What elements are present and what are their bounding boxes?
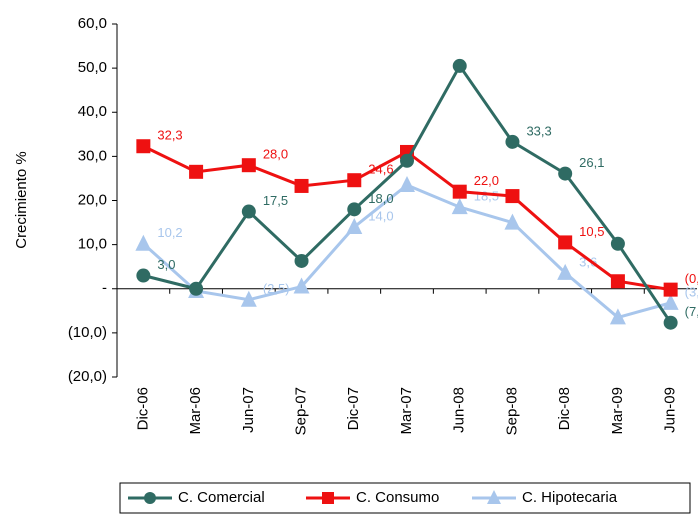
- x-tick-label: Dic-06: [134, 387, 151, 430]
- data-label: 33,3: [526, 123, 551, 138]
- data-point: [609, 308, 626, 325]
- legend-label: C. Consumo: [356, 489, 439, 506]
- data-point: [294, 253, 309, 268]
- data-point: [452, 58, 467, 73]
- x-tick-label: Jun-07: [240, 387, 257, 433]
- y-tick-label: (20,0): [68, 368, 107, 385]
- x-tick-label: Sep-07: [293, 387, 310, 435]
- y-tick-label: 50,0: [78, 59, 107, 76]
- data-point: [557, 263, 574, 280]
- data-point: [347, 202, 362, 217]
- y-tick-label: 60,0: [78, 15, 107, 32]
- data-label: 22,0: [474, 173, 499, 188]
- data-point: [241, 158, 256, 173]
- x-tick-label: Dic-08: [556, 387, 573, 430]
- data-point: [451, 198, 468, 215]
- y-axis-label: Crecimiento %: [13, 151, 30, 249]
- y-tick-label: (10,0): [68, 324, 107, 341]
- legend-box: [119, 482, 691, 514]
- data-point: [610, 236, 625, 251]
- data-point: [558, 235, 573, 250]
- x-tick-label: Mar-07: [398, 387, 415, 435]
- data-label: (0,2): [685, 271, 698, 286]
- data-label: 3,6: [579, 254, 597, 269]
- data-label: 28,0: [263, 147, 288, 162]
- data-point: [558, 166, 573, 181]
- data-point: [610, 274, 625, 289]
- data-point: [505, 189, 520, 204]
- data-point: [135, 234, 152, 251]
- data-point: [294, 178, 309, 193]
- data-label: 14,0: [368, 208, 393, 223]
- data-point: [663, 315, 678, 330]
- data-point: [504, 213, 521, 230]
- data-point: [505, 134, 520, 149]
- data-point: [241, 204, 256, 219]
- data-label: 10,2: [157, 225, 182, 240]
- data-point: [136, 268, 151, 283]
- data-label: (3,2): [685, 284, 698, 299]
- x-tick-label: Jun-08: [451, 387, 468, 433]
- data-point: [662, 293, 679, 310]
- data-point: [399, 176, 415, 193]
- data-label: 10,5: [579, 224, 604, 239]
- data-label: 18,0: [368, 191, 393, 206]
- x-tick-label: Mar-06: [187, 387, 204, 435]
- data-label: (2,5): [263, 281, 290, 296]
- data-label: 26,1: [579, 155, 604, 170]
- legend-swatch-marker: [144, 492, 156, 504]
- y-tick-label: 20,0: [78, 191, 107, 208]
- data-label: 3,0: [157, 257, 175, 272]
- data-label: (7,7): [685, 304, 698, 319]
- x-tick-label: Mar-09: [609, 387, 626, 435]
- data-point: [400, 153, 414, 168]
- y-tick-label: -: [102, 280, 107, 297]
- x-tick-label: Jun-09: [662, 387, 679, 433]
- legend: C. Comercial C. Consumo C. Hipotecaria: [119, 482, 691, 514]
- data-point: [189, 164, 204, 179]
- legend-swatch-marker: [487, 490, 501, 504]
- data-point: [136, 139, 151, 154]
- x-tick-label: Dic-07: [345, 387, 362, 430]
- legend-swatch-marker: [322, 492, 334, 504]
- data-point: [240, 290, 257, 307]
- data-point: [663, 282, 678, 297]
- x-tick-label: Sep-08: [503, 387, 520, 435]
- data-label: 17,5: [263, 193, 288, 208]
- data-point: [189, 281, 204, 296]
- y-tick-label: 10,0: [78, 236, 107, 253]
- legend-label: C. Hipotecaria: [522, 489, 618, 506]
- data-label: 32,3: [157, 128, 182, 143]
- data-point: [293, 277, 310, 294]
- y-tick-label: 40,0: [78, 103, 107, 120]
- y-tick-label: 30,0: [78, 147, 107, 164]
- data-point: [346, 217, 363, 234]
- data-point: [452, 184, 467, 199]
- data-point: [347, 173, 362, 188]
- legend-label: C. Comercial: [178, 489, 265, 506]
- data-label: 24,6: [368, 162, 393, 177]
- series-line: [142, 63, 672, 324]
